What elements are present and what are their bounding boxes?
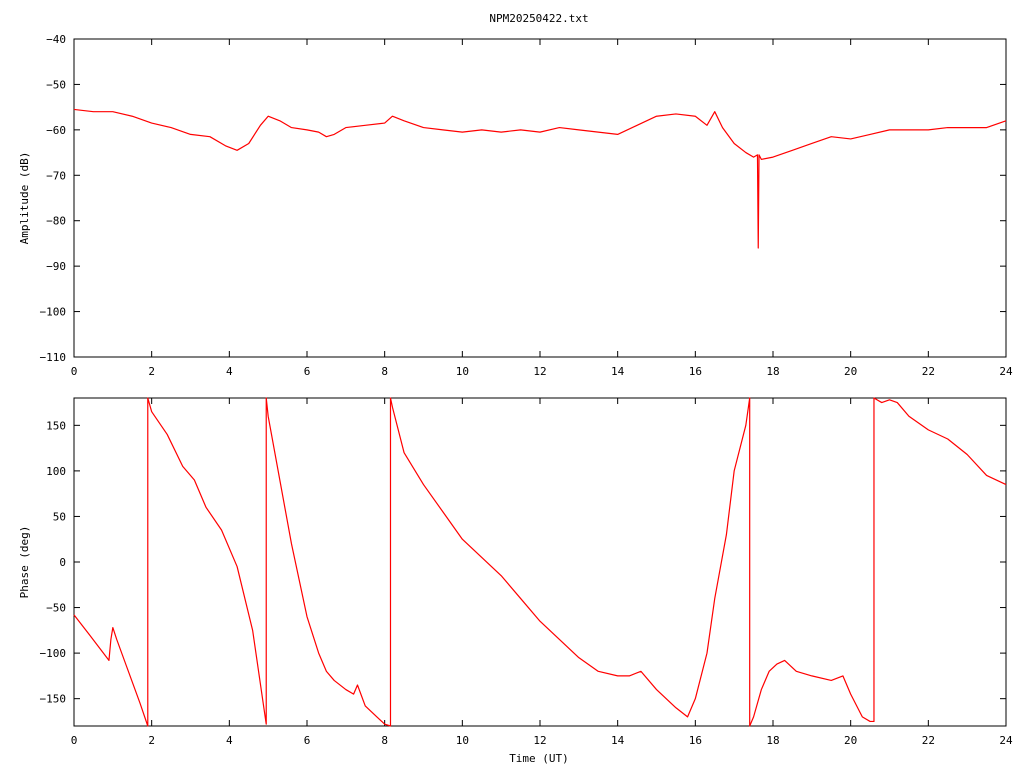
- amplitude-y-tick-label: −80: [46, 215, 66, 228]
- amplitude-series-line: [73, 108, 1007, 249]
- phase-x-tick-label: 22: [922, 734, 935, 747]
- phase-x-tick-label: 0: [71, 734, 78, 747]
- amplitude-y-tick-label: −40: [46, 33, 66, 46]
- amplitude-x-tick-label: 8: [381, 365, 388, 378]
- chart-title: NPM20250422.txt: [489, 12, 588, 25]
- phase-x-tick-label: 10: [456, 734, 469, 747]
- phase-x-tick-label: 16: [689, 734, 702, 747]
- phase-axis-ticks: 0 2 4 6 8 10 12 14 16 18 20 22 24−150−100−5005010015…: [40, 398, 1013, 747]
- phase-plot-frame: [73, 397, 1007, 727]
- amplitude-x-tick-label: 10: [456, 365, 469, 378]
- amplitude-y-tick-label: −70: [46, 169, 66, 182]
- phase-x-tick-label: 24: [999, 734, 1013, 747]
- phase-x-tick-label: 12: [533, 734, 546, 747]
- phase-y-tick-label: 150: [46, 419, 66, 432]
- amplitude-x-tick-label: 12: [533, 365, 546, 378]
- phase-x-tick-label: 20: [844, 734, 857, 747]
- amplitude-panel: 0 2 4 6 8 10 12 14 16 18 20 22 24−110−100−90−80−70−6…: [18, 33, 1013, 378]
- phase-x-tick-label: 8: [381, 734, 388, 747]
- amplitude-x-tick-label: 18: [766, 365, 779, 378]
- phase-x-tick-label: 14: [611, 734, 625, 747]
- amplitude-y-tick-label: −60: [46, 124, 66, 137]
- phase-series-line: [73, 397, 1007, 727]
- phase-x-tick-label: 4: [226, 734, 233, 747]
- phase-y-tick-label: 50: [53, 510, 66, 523]
- amplitude-plot-frame: [73, 38, 1007, 358]
- amplitude-y-tick-label: −100: [40, 306, 67, 319]
- amplitude-y-axis-label: Amplitude (dB): [18, 152, 31, 245]
- phase-y-tick-label: −100: [40, 647, 67, 660]
- phase-y-tick-label: 0: [59, 556, 66, 569]
- amplitude-x-tick-label: 22: [922, 365, 935, 378]
- amplitude-x-tick-label: 24: [999, 365, 1013, 378]
- amplitude-x-tick-label: 16: [689, 365, 702, 378]
- phase-x-tick-label: 2: [148, 734, 155, 747]
- phase-y-tick-label: −150: [40, 693, 67, 706]
- phase-y-tick-label: −50: [46, 602, 66, 615]
- amplitude-y-tick-label: −50: [46, 78, 66, 91]
- amplitude-y-tick-label: −90: [46, 260, 66, 273]
- phase-y-tick-label: 100: [46, 465, 66, 478]
- amplitude-x-tick-label: 6: [304, 365, 311, 378]
- phase-panel: 0 2 4 6 8 10 12 14 16 18 20 22 24−150−100−5005010015…: [18, 397, 1013, 765]
- amplitude-x-tick-label: 4: [226, 365, 233, 378]
- phase-y-axis-label: Phase (deg): [18, 526, 31, 599]
- phase-x-tick-label: 6: [304, 734, 311, 747]
- amplitude-x-tick-label: 0: [71, 365, 78, 378]
- amplitude-y-tick-label: −110: [40, 351, 67, 364]
- phase-x-axis-label: Time (UT): [509, 752, 569, 765]
- amplitude-x-tick-label: 20: [844, 365, 857, 378]
- amplitude-x-tick-label: 2: [148, 365, 155, 378]
- amplitude-x-tick-label: 14: [611, 365, 625, 378]
- phase-x-tick-label: 18: [766, 734, 779, 747]
- amplitude-axis-ticks: 0 2 4 6 8 10 12 14 16 18 20 22 24−110−100−90−80−70−6…: [40, 33, 1013, 378]
